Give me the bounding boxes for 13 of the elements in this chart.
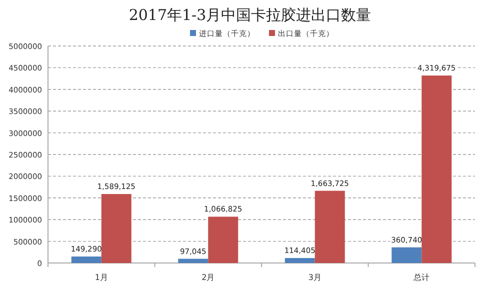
x-tick-label: 2月	[202, 273, 215, 282]
bar	[314, 190, 345, 263]
x-tick-label: 3月	[308, 273, 322, 282]
bar	[392, 247, 422, 263]
bar	[101, 194, 132, 263]
bar	[208, 216, 238, 263]
x-tick-label: 1月	[94, 273, 108, 282]
bar	[178, 258, 208, 263]
bar	[284, 258, 315, 263]
bar	[71, 256, 102, 263]
bar	[422, 76, 452, 263]
chart-title: 2017年1-3月中国卡拉胶进出口数量	[128, 6, 372, 24]
x-tick-label: 总计	[412, 273, 430, 282]
